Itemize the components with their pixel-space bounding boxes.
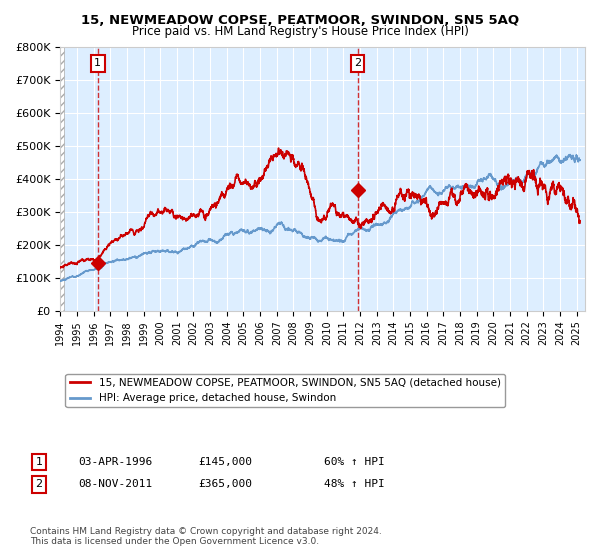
Text: 15, NEWMEADOW COPSE, PEATMOOR, SWINDON, SN5 5AQ: 15, NEWMEADOW COPSE, PEATMOOR, SWINDON, … — [81, 14, 519, 27]
Text: 1: 1 — [94, 58, 101, 68]
Text: Contains HM Land Registry data © Crown copyright and database right 2024.
This d: Contains HM Land Registry data © Crown c… — [30, 526, 382, 546]
Text: 48% ↑ HPI: 48% ↑ HPI — [324, 479, 385, 489]
Text: 2: 2 — [35, 479, 43, 489]
Text: 1: 1 — [35, 457, 43, 467]
Text: £365,000: £365,000 — [198, 479, 252, 489]
Text: 2: 2 — [354, 58, 361, 68]
Legend: 15, NEWMEADOW COPSE, PEATMOOR, SWINDON, SN5 5AQ (detached house), HPI: Average p: 15, NEWMEADOW COPSE, PEATMOOR, SWINDON, … — [65, 374, 505, 407]
Text: £145,000: £145,000 — [198, 457, 252, 467]
Text: 03-APR-1996: 03-APR-1996 — [78, 457, 152, 467]
Text: Price paid vs. HM Land Registry's House Price Index (HPI): Price paid vs. HM Land Registry's House … — [131, 25, 469, 38]
Text: 08-NOV-2011: 08-NOV-2011 — [78, 479, 152, 489]
Text: 60% ↑ HPI: 60% ↑ HPI — [324, 457, 385, 467]
